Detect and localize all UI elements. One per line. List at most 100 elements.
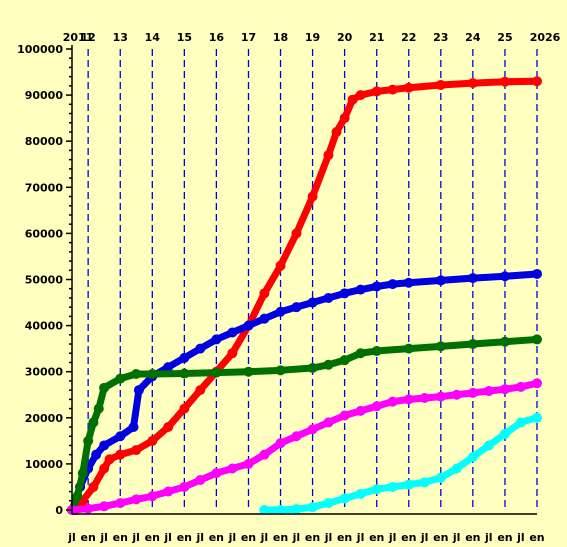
data-point — [403, 277, 414, 288]
data-point — [339, 113, 350, 124]
data-point — [195, 343, 206, 354]
data-point — [307, 424, 318, 435]
series-2 — [67, 334, 542, 515]
y-tick-label: 70000 — [25, 181, 64, 194]
month-label: jl — [163, 531, 172, 544]
data-point — [419, 392, 430, 403]
data-point — [99, 440, 110, 451]
month-label: jl — [131, 531, 140, 544]
month-label: en — [337, 531, 352, 544]
data-point — [275, 505, 286, 515]
data-point — [307, 297, 318, 308]
data-point — [387, 84, 398, 95]
year-label: 17 — [241, 31, 256, 44]
data-point — [435, 341, 446, 352]
data-point — [104, 454, 115, 465]
data-point — [532, 412, 542, 423]
data-point — [387, 481, 398, 492]
year-label: 2011 — [63, 31, 94, 44]
data-point — [323, 150, 334, 161]
y-tick-label: 100000 — [17, 43, 63, 56]
data-point — [339, 493, 350, 504]
year-label: 23 — [433, 31, 448, 44]
data-point — [227, 463, 238, 474]
data-point — [83, 503, 94, 514]
month-label: jl — [452, 531, 461, 544]
data-point — [403, 82, 414, 93]
data-point — [355, 284, 366, 295]
data-point — [355, 488, 366, 499]
data-point — [323, 498, 334, 509]
series-layer — [67, 76, 542, 515]
data-point — [483, 440, 494, 451]
month-label: en — [369, 531, 384, 544]
data-point — [179, 368, 190, 379]
data-point — [195, 475, 206, 486]
month-label: en — [305, 531, 320, 544]
data-point — [275, 365, 286, 376]
data-point — [499, 384, 510, 395]
data-point — [259, 505, 270, 515]
data-point — [163, 486, 174, 497]
month-label: en — [433, 531, 448, 544]
data-point — [72, 491, 83, 502]
data-point — [227, 327, 238, 338]
data-point — [323, 417, 334, 428]
data-point — [83, 435, 94, 446]
data-point — [179, 352, 190, 363]
data-point — [467, 451, 478, 462]
month-label: en — [113, 531, 128, 544]
data-point — [211, 334, 222, 345]
data-point — [131, 445, 142, 456]
month-label: jl — [388, 531, 397, 544]
data-point — [451, 389, 462, 400]
data-point — [291, 228, 302, 239]
data-point — [195, 385, 206, 396]
data-point — [115, 498, 126, 509]
series-line — [68, 335, 541, 514]
year-label: 15 — [177, 31, 192, 44]
data-point — [179, 481, 190, 492]
y-tick-label: 90000 — [25, 89, 64, 102]
data-point — [499, 428, 510, 439]
y-tick-label: 80000 — [25, 135, 64, 148]
year-label: 20 — [337, 31, 353, 44]
data-point — [147, 369, 158, 380]
data-point — [371, 401, 382, 412]
data-point — [387, 396, 398, 407]
year-label: 13 — [113, 31, 128, 44]
data-point — [243, 458, 254, 469]
data-point — [355, 405, 366, 416]
month-label: jl — [516, 531, 525, 544]
data-point — [371, 281, 382, 292]
month-label: en — [81, 531, 96, 544]
year-label: 21 — [369, 31, 384, 44]
data-point — [99, 463, 110, 474]
month-label: jl — [324, 531, 333, 544]
y-tick-label: 20000 — [25, 412, 64, 425]
year-label: 22 — [401, 31, 416, 44]
data-point — [467, 387, 478, 398]
data-point — [499, 336, 510, 347]
data-point — [128, 422, 139, 433]
data-point — [532, 268, 542, 279]
year-label: 19 — [305, 31, 320, 44]
data-point — [131, 494, 142, 505]
year-label: 24 — [465, 31, 481, 44]
month-label: jl — [228, 531, 237, 544]
data-point — [243, 366, 254, 377]
data-point — [355, 90, 366, 101]
month-label: jl — [356, 531, 365, 544]
data-point — [483, 386, 494, 397]
data-point — [499, 271, 510, 282]
data-point — [91, 449, 102, 460]
data-point — [307, 502, 318, 513]
data-point — [275, 306, 286, 317]
data-point — [307, 363, 318, 374]
data-point — [275, 260, 286, 271]
data-point — [331, 126, 342, 137]
data-point — [371, 345, 382, 356]
month-label: en — [465, 531, 480, 544]
data-point — [467, 78, 478, 89]
